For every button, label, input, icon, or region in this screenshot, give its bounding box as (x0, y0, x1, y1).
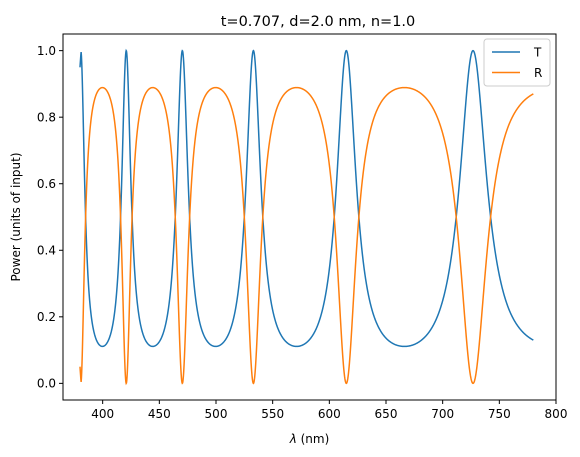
series-line-r (79, 86, 534, 386)
axes-spines (62, 33, 557, 401)
x-tick-label: 450 (148, 407, 171, 421)
y-axis: 0.0 0.2 0.4 0.6 0.8 1.0 (37, 44, 63, 391)
y-tick-label: 0.6 (37, 177, 56, 191)
x-axis-label: λ (nm) (289, 432, 330, 446)
legend-label-t: T (533, 46, 542, 60)
plot-area (62, 33, 557, 401)
x-tick-label: 700 (431, 407, 454, 421)
legend-box (483, 38, 551, 87)
legend-label-r: R (534, 66, 542, 80)
y-tick-label: 0.4 (37, 244, 56, 258)
x-tick-label: 750 (488, 407, 511, 421)
x-tick-label: 800 (545, 407, 568, 421)
y-tick-label: 0.8 (37, 110, 56, 124)
series-layer (79, 48, 534, 386)
plot-frame (63, 34, 556, 400)
chart-title: t=0.707, d=2.0 nm, n=1.0 (221, 14, 416, 30)
x-tick-label: 400 (91, 407, 114, 421)
x-axis: 400 450 500 550 600 650 700 750 800 (91, 400, 567, 421)
x-tick-label: 550 (261, 407, 284, 421)
y-axis-label: Power (units of input) (9, 152, 23, 281)
x-axis-label-unit: (nm) (297, 432, 329, 446)
series-line-t (79, 48, 534, 348)
x-tick-label: 600 (318, 407, 341, 421)
y-tick-label: 0.2 (37, 310, 56, 324)
legend: T R (483, 38, 551, 87)
x-tick-label: 650 (375, 407, 398, 421)
x-tick-label: 500 (205, 407, 228, 421)
x-axis-label-symbol: λ (289, 432, 297, 446)
y-tick-label: 1.0 (37, 44, 56, 58)
y-tick-label: 0.0 (37, 377, 56, 391)
